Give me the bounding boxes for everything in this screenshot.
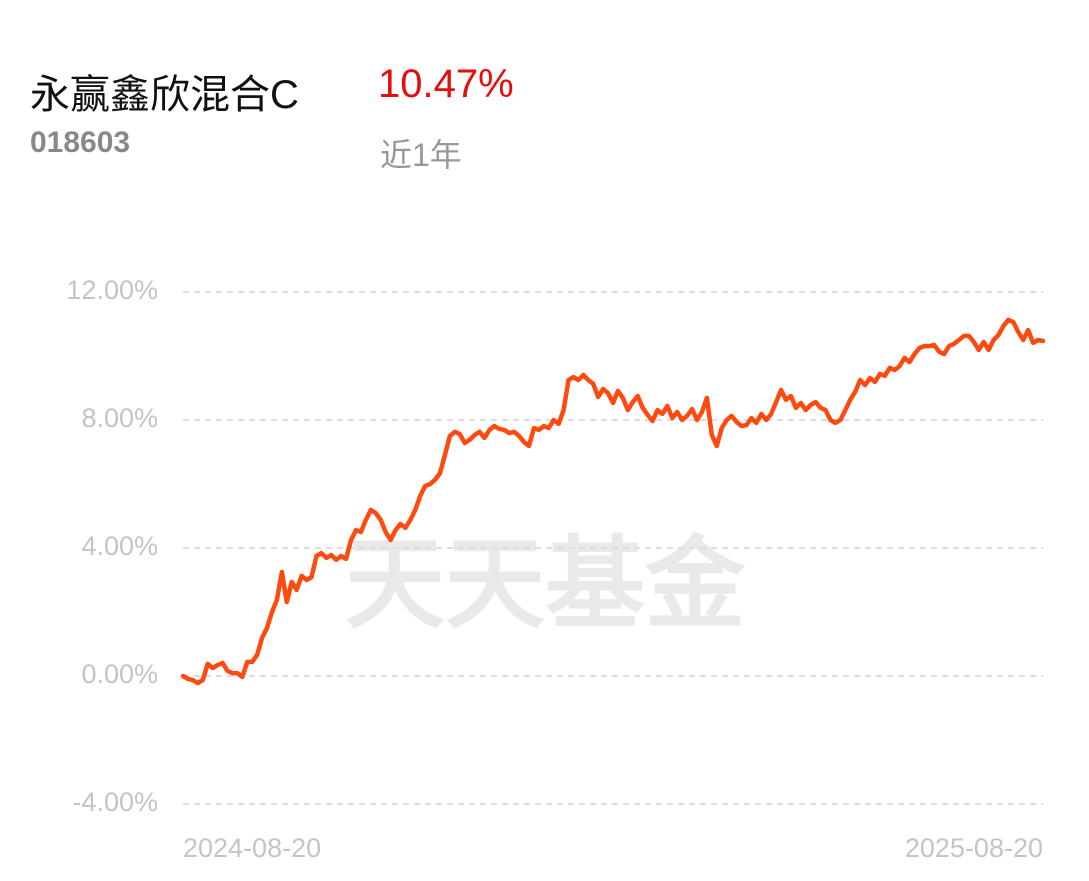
line [180,317,1046,686]
x-tick-label: 2024-08-20 [183,833,321,863]
x-tick-label: 2025-08-20 [905,833,1043,863]
y-tick-label: 8.00% [81,403,158,433]
y-tick-label: 12.00% [66,275,158,305]
y-tick-label: -4.00% [72,787,158,817]
y-tick-label: 0.00% [81,659,158,689]
fund-return: 10.47% [378,62,514,106]
watermark: 天天基金 [345,528,746,640]
y-tick-label: 4.00% [81,531,158,561]
fund-name: 永赢鑫欣混合C [30,73,299,117]
fund-code: 018603 [30,126,131,159]
period: 近1年 [380,137,462,173]
